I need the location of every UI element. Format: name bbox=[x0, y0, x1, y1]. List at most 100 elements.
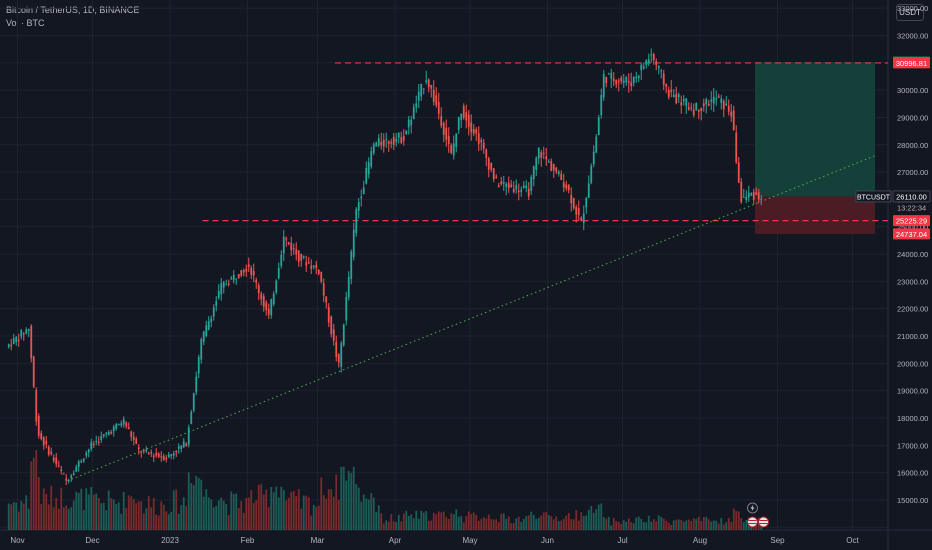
volume-bar bbox=[40, 504, 43, 530]
candle-body bbox=[477, 133, 480, 144]
volume-bar bbox=[187, 472, 190, 530]
candle-body bbox=[567, 185, 570, 191]
candle-body bbox=[272, 293, 275, 305]
stop-zone bbox=[755, 196, 875, 234]
candle-body bbox=[500, 181, 503, 185]
volume-bar bbox=[427, 520, 430, 530]
candle-body bbox=[570, 194, 573, 204]
volume-bar bbox=[462, 522, 465, 530]
price-tick-label: 16000.00 bbox=[897, 469, 928, 478]
candle-body bbox=[590, 165, 593, 183]
candle-body bbox=[232, 274, 235, 281]
volume-bar bbox=[102, 502, 105, 530]
volume-bar bbox=[572, 519, 575, 530]
volume-bar bbox=[630, 522, 633, 530]
volume-bar bbox=[432, 512, 435, 530]
volume-bar bbox=[550, 515, 553, 530]
candle-body bbox=[115, 424, 118, 429]
candle-body bbox=[12, 338, 15, 344]
volume-bar bbox=[412, 518, 415, 530]
time-axis[interactable]: Nov Dec 2023 Feb Mar Apr May Jun Jul Aug Sep Oct bbox=[10, 536, 859, 545]
lightning-icon[interactable] bbox=[747, 502, 758, 514]
candle-body bbox=[512, 188, 515, 193]
volume-bar bbox=[62, 507, 65, 530]
volume-bar bbox=[22, 503, 25, 530]
volume-bar bbox=[265, 489, 268, 530]
volume-bar bbox=[65, 505, 68, 530]
candle-body bbox=[732, 110, 735, 131]
volume-bar bbox=[700, 521, 703, 530]
volume-bar bbox=[25, 495, 28, 530]
volume-bar bbox=[335, 474, 338, 530]
volume-bar bbox=[745, 519, 748, 530]
volume-bar bbox=[422, 512, 425, 530]
candle-body bbox=[297, 250, 300, 262]
volume-bar bbox=[452, 514, 455, 530]
volume-bar bbox=[307, 497, 310, 530]
candle-body bbox=[540, 152, 543, 158]
candle-body bbox=[220, 283, 223, 295]
candle-body bbox=[572, 198, 575, 209]
candle-body bbox=[77, 461, 80, 467]
volume-bar bbox=[517, 516, 520, 530]
price-badges: 31026.7630996.8126117.8226110.0025225.29… bbox=[855, 56, 931, 240]
candle-body bbox=[405, 130, 408, 134]
volume-bar bbox=[720, 517, 723, 530]
candle-body bbox=[585, 198, 588, 208]
volume-bar bbox=[447, 518, 450, 530]
volume-bar bbox=[702, 516, 705, 530]
volume-bar bbox=[207, 497, 210, 530]
price-tick-label: 32000.00 bbox=[897, 32, 928, 41]
candle-body bbox=[25, 329, 28, 334]
volume-bar bbox=[565, 515, 568, 530]
candle-body bbox=[352, 229, 355, 258]
candle-body bbox=[635, 76, 638, 78]
candle-body bbox=[207, 321, 210, 330]
candle-body bbox=[435, 95, 438, 106]
candle-body bbox=[200, 339, 203, 360]
candle-body bbox=[60, 469, 63, 472]
volume-bar bbox=[310, 515, 313, 530]
candle-body bbox=[455, 133, 458, 147]
position-zones bbox=[755, 62, 875, 234]
volume-bar bbox=[697, 516, 700, 530]
volume-bar bbox=[100, 503, 103, 530]
volume-bar bbox=[690, 521, 693, 530]
price-axis[interactable]: 15000.00 16000.00 17000.00 18000.00 19000.00… bbox=[897, 4, 928, 505]
price-tick-label: 27000.00 bbox=[897, 168, 928, 177]
candle-body bbox=[715, 97, 718, 100]
volume-bar bbox=[237, 507, 240, 530]
volume-bar bbox=[395, 522, 398, 530]
volume-bar bbox=[400, 521, 403, 530]
us-flag-event-icon[interactable] bbox=[758, 516, 769, 528]
trendline[interactable] bbox=[67, 155, 876, 482]
candle-body bbox=[30, 325, 33, 359]
candle-body bbox=[652, 53, 655, 61]
volume-bar bbox=[492, 519, 495, 530]
candle-body bbox=[472, 128, 475, 134]
volume-bar bbox=[330, 489, 333, 530]
volume-bar bbox=[705, 516, 708, 530]
candle-body bbox=[250, 267, 253, 276]
volume-bar bbox=[257, 484, 260, 530]
candle-body bbox=[130, 431, 133, 437]
volume-bar bbox=[475, 514, 478, 530]
volume-bar bbox=[600, 503, 603, 530]
price-tick-label: 29000.00 bbox=[897, 113, 928, 122]
candle-body bbox=[680, 102, 683, 106]
candle-body bbox=[445, 127, 448, 140]
candle-body bbox=[630, 82, 633, 87]
currency-button[interactable]: USDT bbox=[896, 4, 924, 21]
us-flag-event-icon[interactable] bbox=[747, 516, 758, 528]
candle-body bbox=[530, 176, 533, 191]
candle-body bbox=[320, 271, 323, 282]
volume-bar bbox=[180, 505, 183, 530]
volume-bar bbox=[582, 515, 585, 530]
candle-body bbox=[230, 277, 233, 279]
event-icons[interactable] bbox=[747, 502, 769, 528]
drawings[interactable] bbox=[67, 62, 889, 482]
price-tick-label: 33000.00 bbox=[897, 4, 928, 13]
volume-bar bbox=[377, 505, 380, 530]
volume-bar bbox=[185, 506, 188, 530]
